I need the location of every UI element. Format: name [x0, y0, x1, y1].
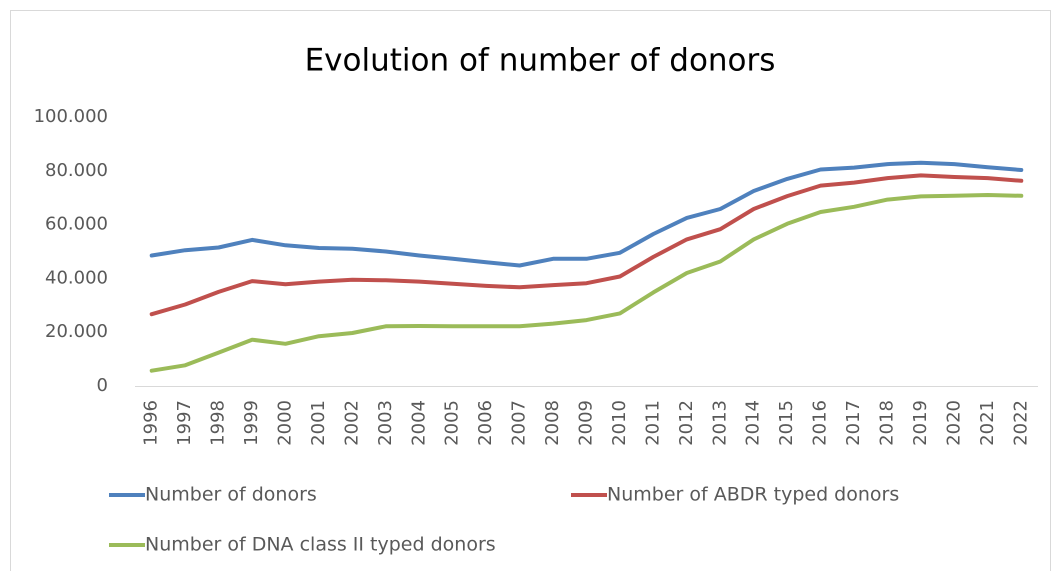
x-tick-label: 2014 — [743, 400, 764, 446]
y-tick-label: 40.000 — [45, 267, 108, 288]
x-tick-label: 2010 — [609, 400, 630, 446]
legend-label: Number of donors — [145, 484, 317, 506]
series-line — [149, 173, 1024, 317]
x-tick-label: 1999 — [241, 400, 262, 446]
x-tick-label: 2012 — [676, 400, 697, 446]
x-tick-label: 2006 — [475, 400, 496, 446]
x-tick-label: 2007 — [509, 400, 530, 446]
x-tick-label: 2009 — [576, 400, 597, 446]
x-tick-label: 2005 — [442, 400, 463, 446]
x-tick-label: 2016 — [810, 400, 831, 446]
x-tick-label: 1998 — [208, 400, 229, 446]
chart-title: Evolution of number of donors — [305, 43, 776, 79]
y-tick-label: 20.000 — [45, 321, 108, 342]
x-tick-label: 2011 — [642, 400, 663, 446]
x-tick-label: 2003 — [375, 400, 396, 446]
x-tick-label: 2020 — [943, 400, 964, 446]
y-tick-label: 60.000 — [45, 214, 108, 235]
x-tick-label: 2022 — [1010, 400, 1031, 446]
chart-frame — [10, 10, 1051, 571]
x-tick-label: 2002 — [341, 400, 362, 446]
x-tick-label: 2001 — [308, 400, 329, 446]
x-tick-label: 2017 — [843, 400, 864, 446]
x-tick-label: 1997 — [174, 400, 195, 446]
y-tick-label: 100.000 — [34, 106, 108, 127]
legend-label: Number of ABDR typed donors — [607, 484, 899, 506]
series-line — [149, 160, 1024, 268]
x-tick-label: 2019 — [910, 400, 931, 446]
x-tick-label: 2000 — [275, 400, 296, 446]
x-tick-label: 2021 — [977, 400, 998, 446]
x-tick-label: 2018 — [877, 400, 898, 446]
x-tick-label: 1996 — [141, 400, 162, 446]
x-tick-label: 2013 — [709, 400, 730, 446]
legend-label: Number of DNA class II typed donors — [145, 534, 496, 556]
x-tick-label: 2008 — [542, 400, 563, 446]
y-tick-label: 80.000 — [45, 160, 108, 181]
x-tick-label: 2004 — [408, 400, 429, 446]
series-line — [149, 193, 1024, 373]
y-tick-label: 0 — [97, 375, 108, 396]
x-tick-label: 2015 — [776, 400, 797, 446]
